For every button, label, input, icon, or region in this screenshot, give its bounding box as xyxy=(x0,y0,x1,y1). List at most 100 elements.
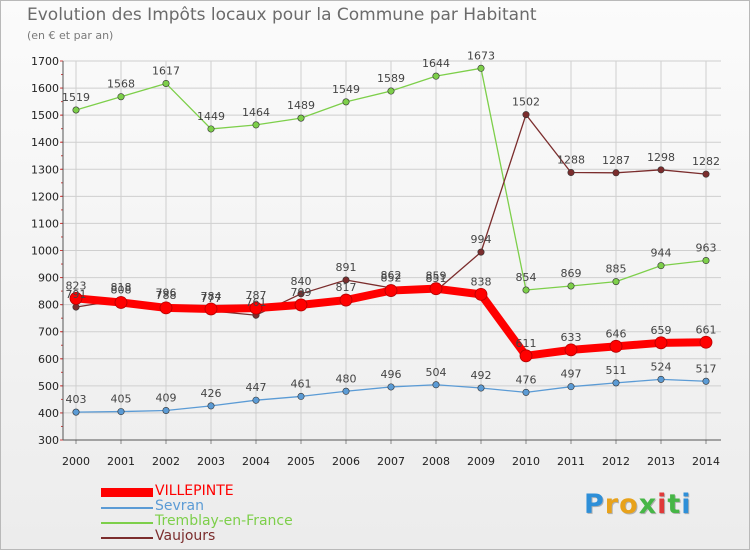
data-label: 409 xyxy=(156,391,177,404)
x-tick-label: 2006 xyxy=(332,455,360,468)
data-label: 963 xyxy=(696,242,717,255)
data-label: 476 xyxy=(516,373,537,386)
data-label: 1549 xyxy=(332,83,360,96)
y-tick-label: 900 xyxy=(38,272,59,285)
data-point xyxy=(207,125,215,133)
data-labels: 823 808 788 784 787 799 817 852 859 838 611 633 646 6… xyxy=(62,49,720,406)
data-point xyxy=(564,343,578,357)
data-label: 480 xyxy=(336,372,357,385)
data-label: 659 xyxy=(651,324,672,337)
y-tick-label: 400 xyxy=(38,407,59,420)
data-label: 838 xyxy=(471,275,492,288)
data-point xyxy=(432,381,440,389)
y-tick-label: 1000 xyxy=(31,245,59,258)
data-point xyxy=(207,402,215,410)
data-label: 1502 xyxy=(512,96,540,109)
data-label: 1298 xyxy=(647,151,675,164)
data-point xyxy=(519,349,533,363)
series-lines xyxy=(69,64,713,416)
data-point xyxy=(252,121,260,129)
data-label: 492 xyxy=(471,369,492,382)
data-point xyxy=(522,111,530,119)
data-point xyxy=(297,114,305,122)
data-label: 787 xyxy=(246,289,267,302)
data-point xyxy=(159,301,173,315)
data-label: 461 xyxy=(291,377,312,390)
data-label: 777 xyxy=(201,292,222,305)
data-point xyxy=(387,383,395,391)
data-label: 796 xyxy=(156,287,177,300)
data-label: 1644 xyxy=(422,57,450,70)
logo-letter: P xyxy=(584,489,605,520)
data-point xyxy=(612,278,620,286)
y-tick-label: 1500 xyxy=(31,109,59,122)
data-label: 944 xyxy=(651,247,672,260)
data-label: 791 xyxy=(66,288,87,301)
data-label: 661 xyxy=(696,323,717,336)
legend-swatch xyxy=(101,488,153,497)
y-tick-label: 600 xyxy=(38,353,59,366)
data-label: 405 xyxy=(111,393,132,406)
logo-letter: o xyxy=(619,489,639,520)
data-point xyxy=(612,169,620,177)
data-point xyxy=(249,301,263,315)
data-point xyxy=(294,298,308,312)
data-label: 497 xyxy=(561,368,582,381)
data-label: 885 xyxy=(606,263,627,276)
data-label: 511 xyxy=(606,364,627,377)
x-tick-label: 2000 xyxy=(62,455,90,468)
x-tick-label: 2009 xyxy=(467,455,495,468)
x-tick-label: 2004 xyxy=(242,455,270,468)
data-label: 808 xyxy=(111,283,132,296)
data-label: 447 xyxy=(246,381,267,394)
data-point xyxy=(204,302,218,316)
data-point xyxy=(477,64,485,72)
data-point xyxy=(699,335,713,349)
data-label: 862 xyxy=(381,269,402,282)
data-point xyxy=(657,262,665,270)
logo-letter: i xyxy=(657,489,668,520)
data-label: 1449 xyxy=(197,110,225,123)
x-tick-label: 2008 xyxy=(422,455,450,468)
data-point xyxy=(384,284,398,297)
data-label: 1568 xyxy=(107,78,135,91)
data-label: 1673 xyxy=(467,49,495,62)
data-label: 788 xyxy=(156,289,177,302)
x-tick-label: 2010 xyxy=(512,455,540,468)
data-point xyxy=(609,339,623,353)
data-point xyxy=(114,296,128,309)
data-label: 799 xyxy=(291,286,312,299)
data-label: 1287 xyxy=(602,154,630,167)
chart-title: Evolution des Impôts locaux pour la Comm… xyxy=(27,5,537,25)
data-label: 817 xyxy=(336,281,357,294)
legend-label: VILLEPINTE xyxy=(155,483,234,499)
x-tick-label: 2005 xyxy=(287,455,315,468)
x-tick-label: 2007 xyxy=(377,455,405,468)
logo-letter: i xyxy=(681,489,692,520)
data-label: 1464 xyxy=(242,106,270,119)
data-point xyxy=(339,293,353,307)
y-tick-label: 1100 xyxy=(31,217,59,230)
data-point xyxy=(297,290,305,298)
x-tick-label: 2012 xyxy=(602,455,630,468)
x-tick-label: 2013 xyxy=(647,455,675,468)
chart-subtitle: (en € et par an) xyxy=(27,29,114,42)
logo-letter: t xyxy=(667,489,682,520)
x-tick-label: 2014 xyxy=(692,455,720,468)
legend-swatch xyxy=(101,522,153,524)
data-point xyxy=(162,79,170,87)
logo-letter: x xyxy=(638,489,658,520)
data-label: 426 xyxy=(201,387,222,400)
data-point xyxy=(162,406,170,414)
axes: 300 400 500 600 700 800 900 1000 1100 1200 1300 140… xyxy=(31,55,721,468)
data-point xyxy=(567,383,575,391)
data-point xyxy=(567,282,575,290)
data-label: 633 xyxy=(561,331,582,344)
legend-label: Vaujours xyxy=(155,528,216,544)
x-tick-label: 2011 xyxy=(557,455,585,468)
data-label: 1282 xyxy=(692,155,720,168)
data-point xyxy=(702,257,710,265)
data-label: 994 xyxy=(471,233,492,246)
data-label: 840 xyxy=(291,275,312,288)
